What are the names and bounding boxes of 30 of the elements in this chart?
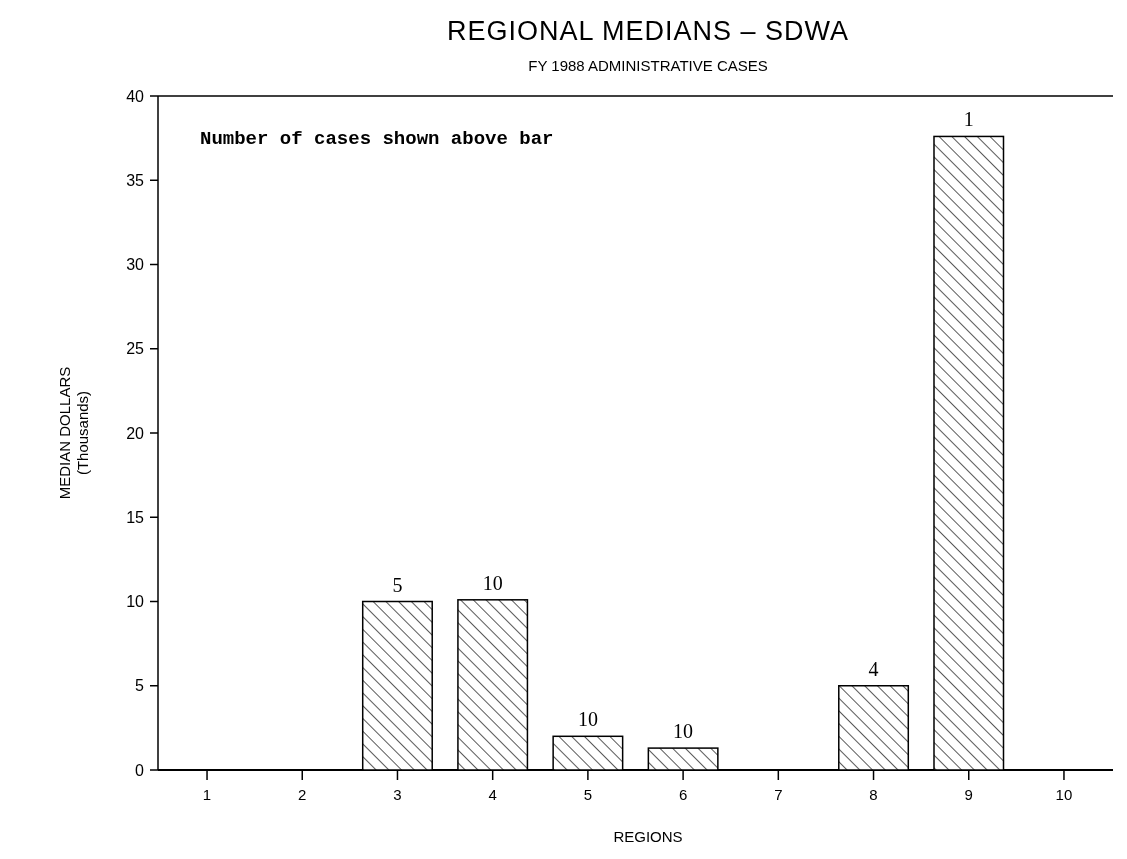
x-tick-label: 7 bbox=[774, 786, 783, 803]
chart-subtitle: FY 1988 ADMINISTRATIVE CASES bbox=[528, 57, 768, 74]
annotation: 10 bbox=[482, 571, 503, 594]
y-tick-label: 30 bbox=[126, 256, 145, 274]
x-tick-label: 10 bbox=[1055, 786, 1073, 803]
annotation: 10 bbox=[577, 708, 598, 731]
y-tick-label: 15 bbox=[126, 508, 145, 526]
annotation: Number of cases shown above bar bbox=[200, 128, 554, 150]
x-tick-label: 9 bbox=[964, 786, 973, 803]
x-tick-label: 1 bbox=[202, 786, 212, 803]
y-tick-label: 35 bbox=[126, 171, 145, 189]
x-tick-label: 5 bbox=[583, 786, 593, 803]
chart-title: REGIONAL MEDIANS – SDWA bbox=[446, 16, 850, 46]
y-tick-label: 5 bbox=[135, 677, 145, 695]
annotation: 10 bbox=[673, 720, 694, 743]
y-tick-label: 40 bbox=[126, 87, 145, 105]
x-tick-label: 6 bbox=[678, 786, 688, 803]
x-tick-label: 2 bbox=[298, 786, 307, 803]
annotation: 5 bbox=[392, 573, 403, 596]
y-tick-label: 25 bbox=[126, 340, 145, 358]
x-tick-label: 8 bbox=[869, 786, 878, 803]
y-tick-label: 10 bbox=[126, 593, 145, 611]
y-tick-label: 0 bbox=[135, 761, 145, 779]
x-tick-label: 4 bbox=[488, 786, 497, 803]
annotation: 4 bbox=[868, 657, 879, 680]
x-tick-label: 3 bbox=[393, 786, 402, 803]
y-tick-label: 20 bbox=[126, 424, 145, 442]
y-axis-title: MEDIAN DOLLARS (Thousands) bbox=[56, 366, 91, 500]
x-axis-title: REGIONS bbox=[613, 828, 683, 845]
annotation: 1 bbox=[963, 108, 974, 131]
